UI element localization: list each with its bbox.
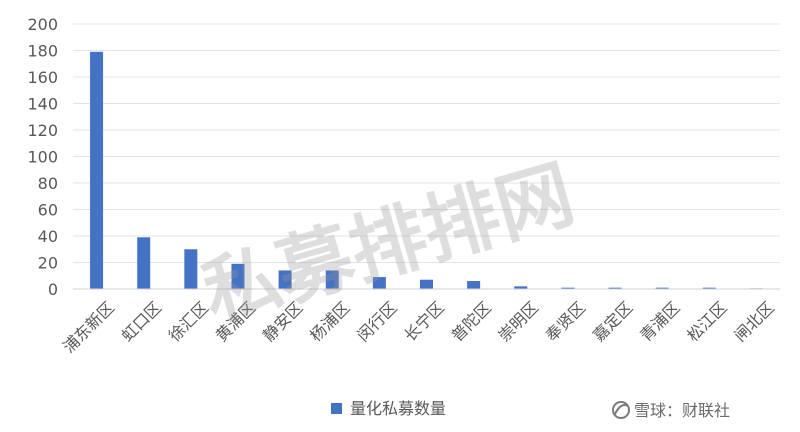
gridlines bbox=[73, 23, 780, 263]
x-tick-label: 松江区 bbox=[683, 298, 730, 345]
x-tick-label: 嘉定区 bbox=[589, 298, 636, 345]
bar bbox=[467, 281, 481, 289]
snowball-logo-mark bbox=[614, 404, 629, 415]
bar bbox=[184, 249, 198, 289]
y-tick-label: 200 bbox=[27, 15, 58, 34]
x-tick-label: 崇明区 bbox=[495, 298, 542, 345]
bar bbox=[231, 263, 245, 289]
bar bbox=[137, 237, 151, 289]
bar bbox=[702, 287, 716, 289]
y-tick-label: 0 bbox=[48, 280, 58, 299]
bar bbox=[90, 51, 104, 290]
x-tick-label: 浦东新区 bbox=[59, 298, 118, 357]
footer-text: 雪球：财联社 bbox=[634, 401, 730, 420]
x-tick-label: 奉贤区 bbox=[542, 298, 589, 345]
y-tick-label: 80 bbox=[38, 174, 58, 193]
bar bbox=[325, 270, 339, 289]
bar bbox=[420, 279, 433, 289]
y-tick-label: 20 bbox=[38, 254, 58, 273]
y-tick-label: 160 bbox=[27, 68, 58, 87]
legend-label: 量化私募数量 bbox=[350, 399, 446, 418]
bar bbox=[561, 287, 575, 289]
bar bbox=[278, 270, 292, 289]
y-tick-label: 120 bbox=[27, 121, 58, 140]
bar bbox=[655, 287, 669, 289]
x-tick-label: 徐汇区 bbox=[165, 298, 212, 345]
x-tick-label: 虹口区 bbox=[118, 298, 165, 345]
y-tick-label: 100 bbox=[27, 148, 58, 167]
x-tick-label: 长宁区 bbox=[400, 298, 447, 345]
legend-swatch bbox=[331, 403, 342, 414]
y-tick-label: 180 bbox=[27, 42, 58, 61]
y-tick-label: 60 bbox=[38, 201, 58, 220]
bar bbox=[514, 286, 528, 289]
x-tick-label: 普陀区 bbox=[448, 298, 495, 345]
y-axis-ticks: 0 20 40 60 80 100 120 140 160 180 200 bbox=[27, 15, 58, 299]
y-tick-label: 140 bbox=[27, 95, 58, 114]
legend: 量化私募数量 bbox=[331, 399, 446, 418]
bar bbox=[372, 277, 386, 289]
x-tick-label: 闵行区 bbox=[353, 298, 400, 345]
x-axis-ticks: 浦东新区 虹口区 徐汇区 黄浦区 静安区 杨浦区 闵行区 长宁区 普陀区 崇明区 奉贤区 嘉定区 青浦区… bbox=[59, 298, 778, 357]
x-tick-label: 青浦区 bbox=[636, 298, 683, 345]
y-tick-label: 40 bbox=[38, 227, 58, 246]
snowball-logo-icon bbox=[612, 401, 630, 419]
x-tick-label: 闸北区 bbox=[730, 298, 777, 345]
bar bbox=[608, 287, 622, 289]
footer-watermark: 雪球：财联社 bbox=[612, 401, 730, 420]
